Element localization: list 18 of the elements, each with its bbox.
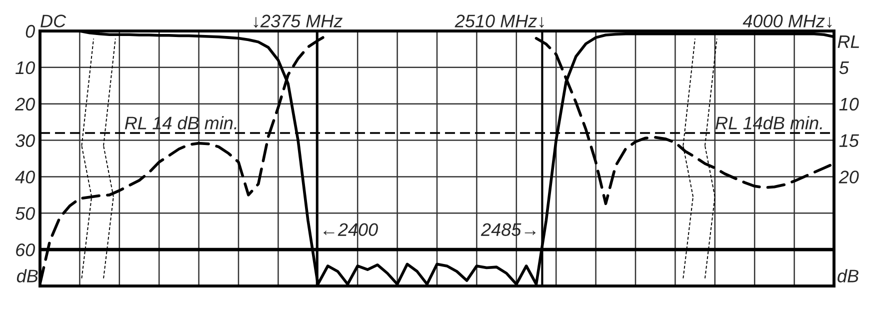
y-tick-label: 50 (15, 207, 35, 220)
y2-tick-label: 20 (838, 170, 859, 184)
y2-tick-label: 5 (839, 62, 849, 74)
y2-tick-label: 15 (839, 134, 859, 148)
text: DC (40, 14, 66, 28)
y2-tick-label: 10 (839, 98, 859, 111)
text: 4000 MHz↓ (742, 14, 832, 28)
y-axis-title: dB (16, 269, 38, 282)
y-tick-label: 0 (26, 24, 35, 38)
text: 2510 MHz↓ (454, 14, 544, 28)
y-tick-label: 20 (14, 98, 35, 111)
y-tick-label: 40 (15, 170, 35, 184)
y2-axis-title: RL (838, 35, 859, 48)
text: dB (838, 269, 858, 282)
y-tick-label: 10 (16, 61, 35, 74)
y-tick-label: 60 (16, 244, 35, 256)
y-tick-label: 30 (15, 134, 35, 148)
text: ↓2375 MHz (254, 14, 342, 28)
